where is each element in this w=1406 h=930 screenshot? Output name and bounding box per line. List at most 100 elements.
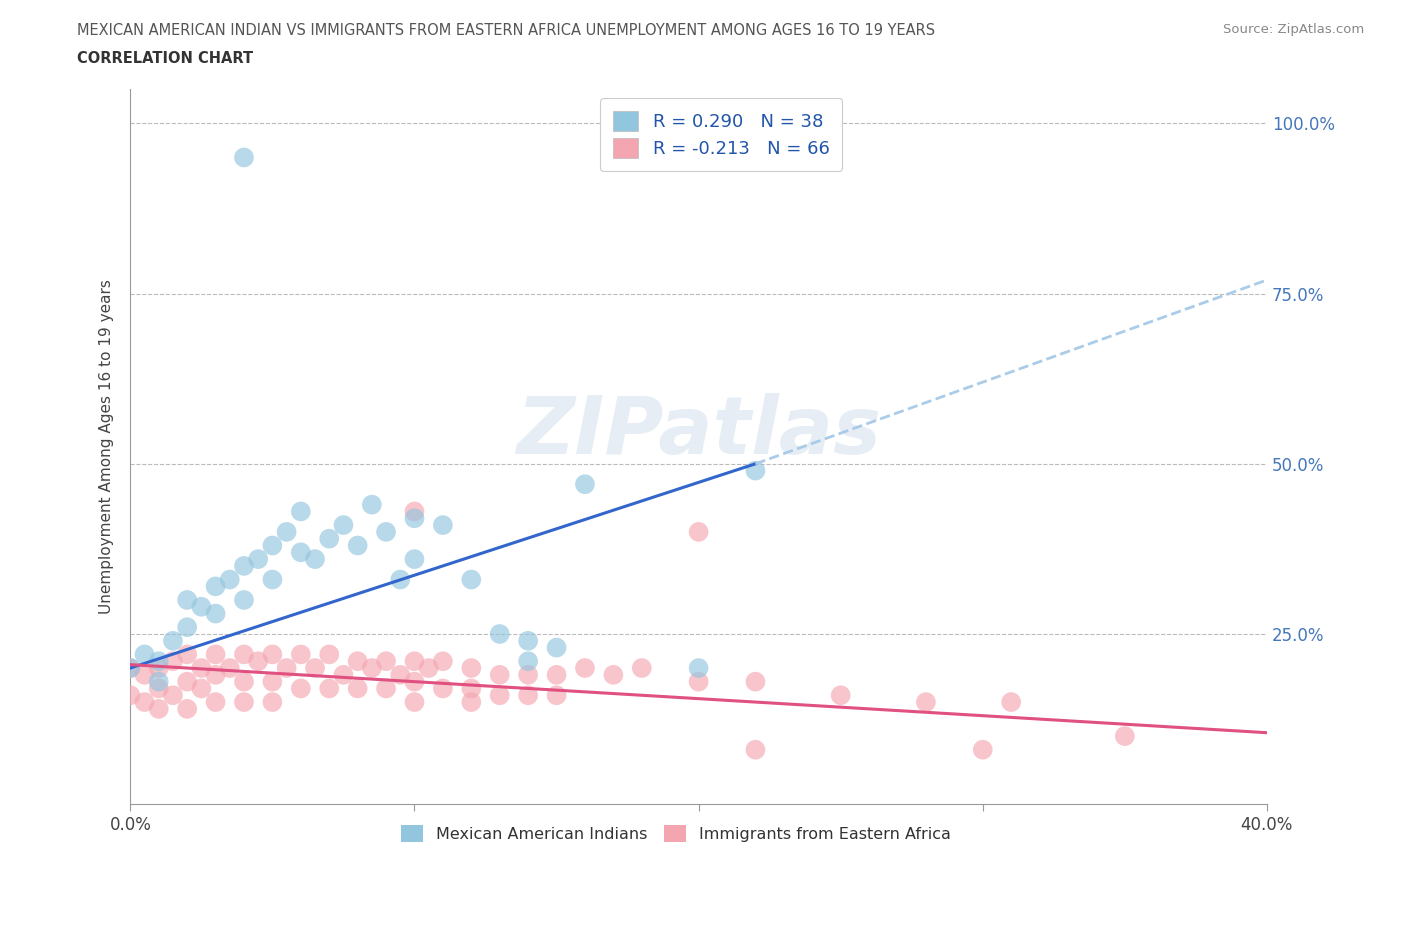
Point: [332, 518, 354, 533]
Point: [233, 647, 256, 662]
Point: [176, 592, 198, 607]
Point: [120, 660, 142, 675]
Point: [346, 654, 368, 669]
Point: [432, 518, 454, 533]
Point: [120, 660, 142, 675]
Point: [517, 688, 540, 703]
Point: [460, 572, 482, 587]
Point: [546, 640, 568, 655]
Text: MEXICAN AMERICAN INDIAN VS IMMIGRANTS FROM EASTERN AFRICA UNEMPLOYMENT AMONG AGE: MEXICAN AMERICAN INDIAN VS IMMIGRANTS FR…: [77, 23, 935, 38]
Point: [318, 531, 340, 546]
Point: [134, 668, 156, 683]
Point: [404, 674, 426, 689]
Point: [630, 660, 652, 675]
Point: [204, 695, 226, 710]
Point: [318, 647, 340, 662]
Legend: Mexican American Indians, Immigrants from Eastern Africa: Mexican American Indians, Immigrants fro…: [394, 817, 959, 850]
Point: [233, 559, 256, 574]
Point: [546, 688, 568, 703]
Point: [262, 695, 284, 710]
Point: [404, 511, 426, 525]
Point: [134, 647, 156, 662]
Point: [830, 688, 852, 703]
Point: [744, 463, 766, 478]
Point: [389, 572, 412, 587]
Point: [162, 654, 184, 669]
Point: [176, 619, 198, 634]
Point: [488, 668, 510, 683]
Point: [517, 633, 540, 648]
Point: [418, 660, 440, 675]
Point: [346, 681, 368, 696]
Point: [688, 674, 710, 689]
Point: [744, 742, 766, 757]
Point: [574, 660, 596, 675]
Point: [162, 688, 184, 703]
Point: [574, 477, 596, 492]
Point: [218, 660, 240, 675]
Point: [375, 654, 398, 669]
Point: [148, 681, 170, 696]
Point: [148, 701, 170, 716]
Point: [190, 660, 212, 675]
Text: Source: ZipAtlas.com: Source: ZipAtlas.com: [1223, 23, 1364, 36]
Point: [290, 681, 312, 696]
Point: [744, 674, 766, 689]
Point: [162, 633, 184, 648]
Point: [262, 674, 284, 689]
Point: [517, 668, 540, 683]
Point: [176, 701, 198, 716]
Point: [915, 695, 938, 710]
Point: [247, 654, 270, 669]
Point: [304, 660, 326, 675]
Point: [404, 654, 426, 669]
Point: [204, 578, 226, 593]
Point: [517, 654, 540, 669]
Point: [134, 695, 156, 710]
Point: [190, 599, 212, 614]
Point: [148, 674, 170, 689]
Point: [304, 551, 326, 566]
Point: [360, 660, 382, 675]
Point: [432, 681, 454, 696]
Point: [276, 525, 298, 539]
Point: [262, 647, 284, 662]
Point: [404, 551, 426, 566]
Point: [233, 150, 256, 165]
Point: [148, 660, 170, 675]
Point: [332, 668, 354, 683]
Point: [290, 647, 312, 662]
Point: [218, 572, 240, 587]
Point: [290, 545, 312, 560]
Point: [488, 688, 510, 703]
Point: [176, 647, 198, 662]
Point: [190, 681, 212, 696]
Point: [432, 654, 454, 669]
Point: [375, 681, 398, 696]
Point: [546, 668, 568, 683]
Point: [290, 504, 312, 519]
Point: [488, 627, 510, 642]
Point: [204, 647, 226, 662]
Point: [233, 674, 256, 689]
Point: [233, 592, 256, 607]
Point: [120, 688, 142, 703]
Point: [460, 681, 482, 696]
Point: [204, 606, 226, 621]
Point: [1114, 729, 1136, 744]
Point: [346, 538, 368, 553]
Point: [360, 498, 382, 512]
Point: [389, 668, 412, 683]
Point: [602, 668, 624, 683]
Point: [404, 695, 426, 710]
Point: [233, 695, 256, 710]
Point: [204, 668, 226, 683]
Y-axis label: Unemployment Among Ages 16 to 19 years: Unemployment Among Ages 16 to 19 years: [100, 279, 114, 614]
Point: [276, 660, 298, 675]
Point: [1000, 695, 1022, 710]
Point: [375, 525, 398, 539]
Point: [262, 538, 284, 553]
Point: [460, 695, 482, 710]
Point: [688, 525, 710, 539]
Point: [460, 660, 482, 675]
